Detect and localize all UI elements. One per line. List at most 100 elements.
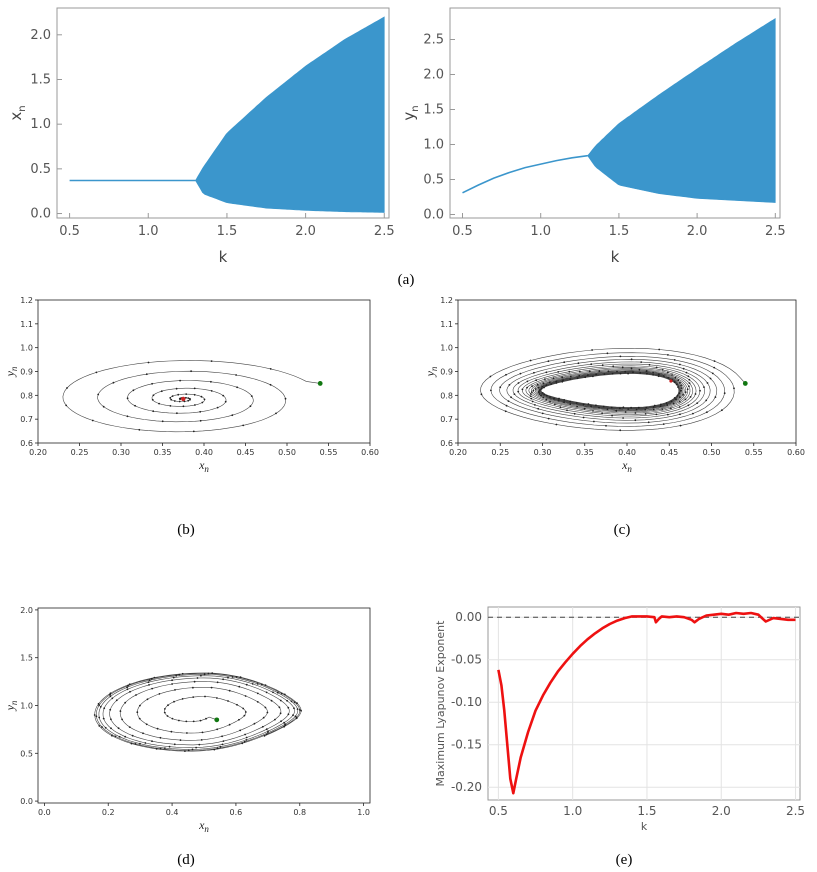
orbit-point (111, 697, 114, 700)
orbit-point (126, 688, 129, 691)
orbit-point (713, 360, 716, 362)
orbit-point (189, 397, 191, 400)
orbit-point (227, 676, 229, 679)
orbit-point (269, 383, 272, 386)
y-tick-label: 1.0 (20, 344, 33, 353)
orbit-point (624, 370, 627, 373)
orbit-point (274, 718, 276, 721)
orbit-point (126, 686, 128, 689)
orbit-point (541, 412, 544, 415)
x-tick-label: 0.5 (489, 804, 508, 818)
plot-frame (487, 606, 801, 801)
orbit-point (210, 390, 213, 392)
orbit-point (194, 404, 196, 406)
orbit-point (619, 355, 622, 358)
orbit-point (713, 366, 716, 369)
orbit-point (249, 405, 252, 408)
orbit-point (689, 396, 692, 398)
orbit-point (192, 686, 194, 689)
oscillation-band (587, 17, 776, 203)
orbit-point (256, 683, 259, 685)
orbit-point (171, 683, 174, 685)
orbit-point (95, 371, 98, 374)
y-axis-label-sub: n (9, 366, 19, 371)
orbit-point (639, 372, 642, 374)
plot-frame (37, 607, 371, 804)
orbit-point (593, 420, 595, 423)
orbit-point (552, 377, 555, 380)
orbit-point (576, 405, 578, 408)
orbit-point (284, 723, 287, 725)
orbit-point (266, 732, 269, 734)
orbit-point (128, 683, 131, 686)
orbit-point (508, 384, 511, 386)
orbit-point (173, 400, 176, 402)
orbit-point (193, 387, 196, 390)
orbit-point (662, 423, 665, 425)
orbit-point (679, 413, 681, 416)
orbit-point (128, 726, 131, 728)
orbit-point (622, 406, 625, 409)
orbit-point (531, 400, 534, 403)
orbit-point (562, 379, 564, 382)
orbit-point (117, 727, 120, 730)
orbit-point (243, 740, 246, 743)
orbit-point (265, 728, 268, 731)
x-tick-label: 1.0 (357, 808, 370, 817)
orbit-point (612, 365, 615, 368)
orbit-point (266, 711, 269, 714)
orbit-point (529, 359, 532, 362)
x-tick-label: 0.20 (29, 448, 47, 457)
x-tick-label: 1.5 (637, 804, 656, 818)
orbit-point (98, 725, 101, 727)
orbit-point (121, 718, 123, 721)
x-tick-label: 0.35 (154, 448, 172, 457)
orbit-point (563, 399, 566, 401)
orbit-point (592, 410, 594, 412)
orbit-point (262, 716, 265, 719)
y-tick-label: -0.15 (451, 738, 482, 752)
orbit-point (602, 405, 605, 408)
orbit-point (673, 397, 676, 399)
orbit-point (670, 407, 672, 410)
orbit-point (150, 677, 153, 680)
orbit-point (159, 747, 162, 750)
orbit-point (532, 389, 535, 392)
y-axis-label: yn (400, 105, 421, 120)
orbit-point (287, 713, 290, 716)
orbit-point (283, 693, 286, 696)
orbit-point (224, 400, 227, 403)
orbit-point (138, 717, 141, 720)
orbit-point (275, 412, 277, 415)
orbit-point (723, 392, 726, 394)
y-tick-label: 0.7 (440, 415, 453, 424)
orbit-point (177, 393, 180, 396)
y-tick-label: 0.0 (30, 207, 51, 222)
orbit-point (504, 410, 507, 413)
orbit-point (696, 402, 699, 404)
orbit-point (295, 717, 298, 720)
orbit-point (126, 415, 129, 418)
orbit-point (677, 379, 680, 382)
orbit-point (250, 395, 253, 397)
orbit-point (563, 401, 565, 404)
orbit-point (630, 367, 633, 370)
orbit-point (706, 411, 708, 414)
y-tick-label: 1.5 (30, 72, 51, 87)
orbit-point (283, 725, 285, 728)
orbit-point (242, 707, 245, 710)
orbit-point (507, 400, 510, 402)
orbit-point (655, 413, 658, 416)
orbit-point (199, 419, 202, 422)
orbit-point (577, 362, 580, 365)
orbit-point (129, 690, 131, 693)
x-tick-label: 0.35 (576, 448, 594, 457)
orbit-point (65, 404, 68, 407)
x-tick-label: 1.0 (563, 804, 582, 818)
orbit-point (670, 400, 673, 403)
chart-a-xn: 0.5 1.0 1.5 2.0 2.5 0.0 0.5 1.0 1.5 2.0 k xn (7, 7, 395, 266)
y-tick-label: 0.0 (20, 797, 33, 806)
orbit-point (179, 739, 182, 741)
orbit-point (587, 403, 590, 405)
orbit-point (610, 406, 613, 409)
